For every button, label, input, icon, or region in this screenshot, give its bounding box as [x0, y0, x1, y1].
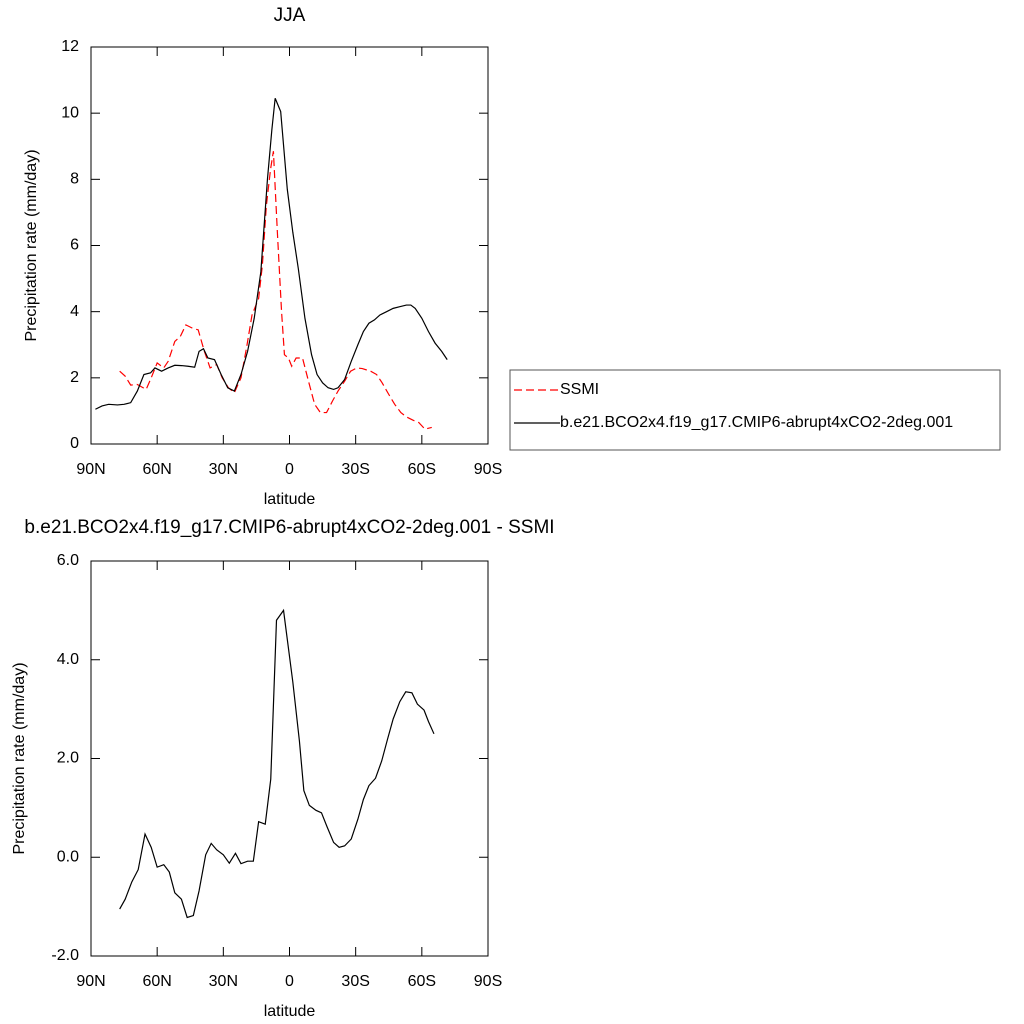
y-tick-label: 0 — [70, 435, 79, 452]
y-tick-label: 10 — [61, 104, 79, 121]
chart-title: b.e21.BCO2x4.f19_g17.CMIP6-abrupt4xCO2-2… — [24, 517, 554, 538]
x-tick-label: 60N — [142, 973, 171, 990]
x-tick-label: 90S — [474, 973, 502, 990]
x-tick-label: 60N — [142, 461, 171, 478]
y-tick-label: -2.0 — [51, 947, 79, 964]
x-tick-label: 90N — [76, 461, 105, 478]
data-line — [119, 608, 435, 919]
x-tick-label: 60S — [408, 973, 436, 990]
y-tick-label: 6 — [70, 237, 79, 254]
x-tick-label: 90S — [474, 461, 502, 478]
y-tick-label: 2.0 — [57, 750, 79, 767]
plot-frame — [90, 560, 489, 957]
y-axis-label: Precipitation rate (mm/day) — [11, 662, 28, 854]
x-axis-label: latitude — [264, 491, 316, 508]
y-tick-label: 8 — [70, 171, 79, 188]
y-tick-label: 4.0 — [57, 651, 79, 668]
x-axis-label: latitude — [264, 1003, 316, 1020]
chart-title: JJA — [274, 5, 306, 26]
legend-label: SSMI — [560, 381, 599, 398]
x-tick-label: 30N — [209, 973, 238, 990]
data-line — [119, 151, 432, 430]
x-tick-label: 0 — [285, 973, 294, 990]
x-tick-label: 30S — [341, 461, 369, 478]
y-tick-label: 4 — [70, 303, 79, 320]
y-axis-label: Precipitation rate (mm/day) — [23, 149, 40, 341]
data-line — [95, 98, 448, 410]
legend-label: b.e21.BCO2x4.f19_g17.CMIP6-abrupt4xCO2-2… — [560, 414, 953, 431]
y-tick-label: 0.0 — [57, 848, 79, 865]
y-tick-label: 12 — [61, 38, 79, 55]
x-tick-label: 30N — [209, 461, 238, 478]
x-tick-label: 30S — [341, 973, 369, 990]
x-tick-label: 90N — [76, 973, 105, 990]
legend-box — [509, 369, 1001, 451]
x-tick-label: 60S — [408, 461, 436, 478]
x-tick-label: 0 — [285, 461, 294, 478]
plot-frame — [90, 46, 489, 445]
y-tick-label: 2 — [70, 369, 79, 386]
y-tick-label: 6.0 — [57, 552, 79, 569]
